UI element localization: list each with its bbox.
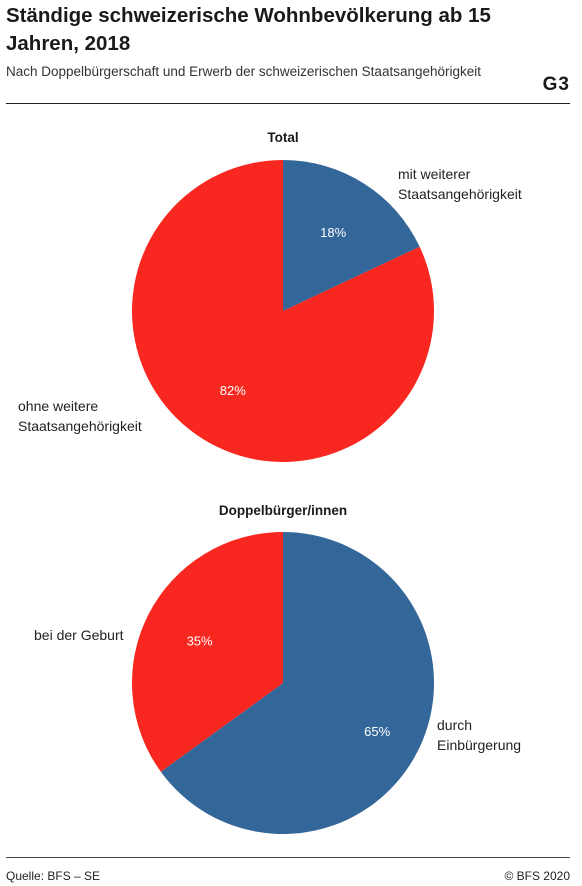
- footer-divider: [6, 857, 570, 858]
- slice-value-label: 82%: [220, 383, 246, 398]
- header-divider: [6, 103, 570, 104]
- copyright-note: © BFS 2020: [504, 869, 570, 883]
- slice-value-label: 35%: [187, 634, 213, 649]
- pie-title: Doppelbürger/innen: [219, 503, 347, 518]
- chart-subtitle: Nach Doppelbürgerschaft und Erwerb der s…: [6, 64, 482, 79]
- pie-slice-bei-der-geburt: [131, 532, 283, 772]
- pie-slice-mit-weiterer-staatsangehorigkeit: [283, 160, 420, 311]
- pie-slice-durch-einburgerung: [160, 532, 434, 834]
- slice-category-label: ohne weitere Staatsangehörigkeit: [18, 398, 142, 434]
- slice-value-label: 18%: [320, 225, 346, 240]
- slice-category-label: durch Einbürgerung: [437, 717, 521, 753]
- source-note: Quelle: BFS – SE: [6, 869, 101, 883]
- chart-title: Ständige schweizerische Wohnbevölkerung …: [6, 4, 491, 55]
- pie-slice-ohne-weitere-staatsangehorigkeit: [131, 160, 434, 463]
- pie-title: Total: [267, 130, 298, 145]
- graph-number: G3: [542, 74, 570, 95]
- slice-value-label: 65%: [364, 724, 390, 739]
- slice-category-label: mit weiterer Staatsangehörigkeit: [398, 166, 522, 202]
- slice-category-label: bei der Geburt: [34, 627, 124, 643]
